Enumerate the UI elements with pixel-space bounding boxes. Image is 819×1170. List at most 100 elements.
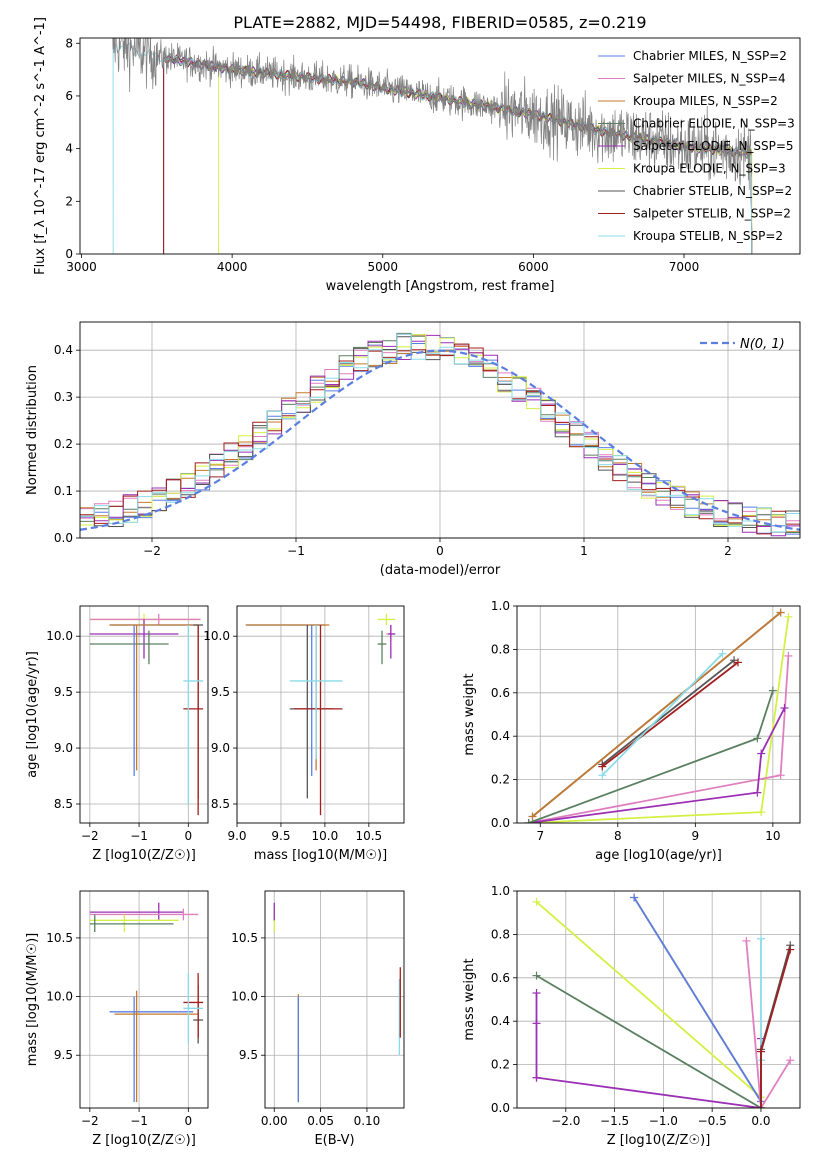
legend-entry: N(0, 1) [740,337,785,352]
weight-line [531,611,782,818]
x-tick-label: 10.5 [355,829,382,843]
y-tick-label: 0.0 [54,531,73,545]
y-tick-label: 10.0 [231,990,258,1004]
plot-area-weight_vs_age [524,608,793,823]
axes-mass_vs_EBV: 0.00 0.05 0.10 9.5 10.0 10.5 E(B-V) [231,890,405,1148]
axes-frame [79,37,801,255]
x-tick-label: 8 [614,829,622,843]
legend-entry: Salpeter ELODIE, N_SSP=5 [633,139,794,153]
weight-line [535,993,762,1108]
y-axis-label: mass weight [462,673,477,755]
axes-age_vs_Z: −2 −1 0 8.5 9.0 9.5 10.0 Z [log10(Z/Z☉)] age [lo… [25,605,209,863]
y-tick-label: 0.1 [54,484,73,498]
y-tick-label: 0.2 [54,437,73,451]
x-tick-label: −1.0 [649,1114,678,1128]
plot-area-mass_vs_EBV [273,902,401,1103]
axes-frame [79,605,209,824]
x-tick-label: −2 [81,829,99,843]
weight-line [745,940,791,1108]
y-axis-label: Normed distribution [25,365,40,495]
y-tick-label: 6 [65,89,73,103]
axes-residuals: −2 −1 0 1 2 0.0 0.1 0.2 0.3 0.4 (data-model)/error… [25,321,801,578]
y-tick-label: 0.4 [491,729,510,743]
y-tick-label: 8.5 [211,797,230,811]
axes-weight_vs_age: 7 8 9 10 0.0 0.2 0.4 0.6 0.8 1.0 age [log10(age/yr… [462,599,801,863]
y-tick-label: 0.2 [491,773,510,787]
y-tick-label: 9.5 [54,1048,73,1062]
y-tick-label: 10.0 [46,990,73,1004]
y-tick-label: 0.6 [491,971,510,985]
normal-curve [80,349,800,531]
legend-entry: Chabrier STELIB, N_SSP=2 [633,184,792,198]
plot-area-age_vs_mass [245,613,396,816]
x-tick-label: −1 [130,829,148,843]
weight-line [601,661,739,768]
y-tick-label: 0.4 [54,343,73,357]
x-tick-label: 1 [580,544,588,558]
legend: Chabrier MILES, N_SSP=2 Salpeter MILES, N… [598,49,795,243]
x-tick-label: −2 [81,1114,99,1128]
y-tick-label: 0.2 [491,1058,510,1072]
x-tick-label: 7000 [669,260,700,274]
x-tick-label: 9.0 [227,829,246,843]
y-tick-label: 0.0 [491,816,510,830]
legend-entry: Chabrier ELODIE, N_SSP=3 [633,117,795,131]
x-tick-label: 6000 [518,260,549,274]
y-tick-label: 0.0 [491,1101,510,1115]
y-tick-label: 0.4 [491,1014,510,1028]
x-axis-label: E(B-V) [314,1133,354,1148]
plot-area-residuals [80,332,800,537]
y-tick-label: 8 [65,36,73,50]
x-tick-label: 5000 [367,260,398,274]
x-tick-label: 10 [765,829,780,843]
x-tick-label: 9 [692,829,700,843]
weight-line [536,974,762,1108]
x-tick-label: −2 [143,544,161,558]
x-tick-label: 0.00 [261,1114,288,1128]
y-tick-label: 0.6 [491,686,510,700]
weight-line [528,690,774,823]
figure-title: PLATE=2882, MJD=54498, FIBERID=0585, z=0… [233,13,646,32]
y-tick-label: 10.5 [231,931,258,945]
x-axis-label: wavelength [Angstrom, rest frame] [326,279,555,294]
y-axis-label: age [log10(age/yr)] [25,651,40,778]
axes-frame [79,890,209,1109]
x-tick-label: 7 [536,829,544,843]
y-tick-label: 9.5 [239,1048,258,1062]
x-tick-label: 4000 [217,260,248,274]
plot-area-mass_vs_Z [89,902,204,1103]
axes-weight_vs_Z: −2.0 −1.5 −1.0 −0.5 0.0 0.0 0.2 0.4 0.6 0.8 1.0 Z [… [462,884,801,1148]
y-tick-label: 9.5 [211,685,230,699]
x-tick-label: −1.5 [600,1114,629,1128]
y-tick-label: 10.0 [203,629,230,643]
x-axis-label: Z [log10(Z/Z☉)] [92,1133,196,1148]
x-axis-label: Z [log10(Z/Z☉)] [92,848,196,863]
x-tick-label: 0 [184,829,192,843]
y-tick-label: 0.3 [54,390,73,404]
x-tick-label: −2.0 [551,1114,580,1128]
y-tick-label: 10.5 [46,931,73,945]
x-tick-label: 0.10 [354,1114,381,1128]
weight-line [633,897,762,1102]
axes-age_vs_mass: 9.0 9.5 10.0 10.5 8.5 9.0 9.5 10.0 mass [log10(M… [203,605,405,863]
legend-entry: Salpeter MILES, N_SSP=4 [633,72,786,86]
axes-frame [236,605,405,824]
y-tick-label: 2 [65,194,73,208]
histogram-step [80,334,800,526]
y-tick-label: 9.0 [54,741,73,755]
x-tick-label: 0.05 [307,1114,334,1128]
x-tick-label: −0.5 [698,1114,727,1128]
axes-frame [516,890,801,1109]
legend-entry: Kroupa MILES, N_SSP=2 [633,94,778,108]
x-axis-label: Z [log10(Z/Z☉)] [607,1133,711,1148]
y-tick-label: 10.0 [46,629,73,643]
axes-frame [264,890,405,1109]
plot-area-age_vs_Z [89,613,204,816]
observed-spectrum [112,38,752,190]
y-tick-label: 0.8 [491,927,510,941]
axes-spectrum: 3000 4000 5000 6000 7000 0 2 4 6 8 wavelength [Ang… [33,17,801,294]
x-axis-label: age [log10(age/yr)] [595,848,722,863]
legend-entry: Kroupa STELIB, N_SSP=2 [633,229,783,243]
x-tick-label: 0.0 [751,1114,770,1128]
